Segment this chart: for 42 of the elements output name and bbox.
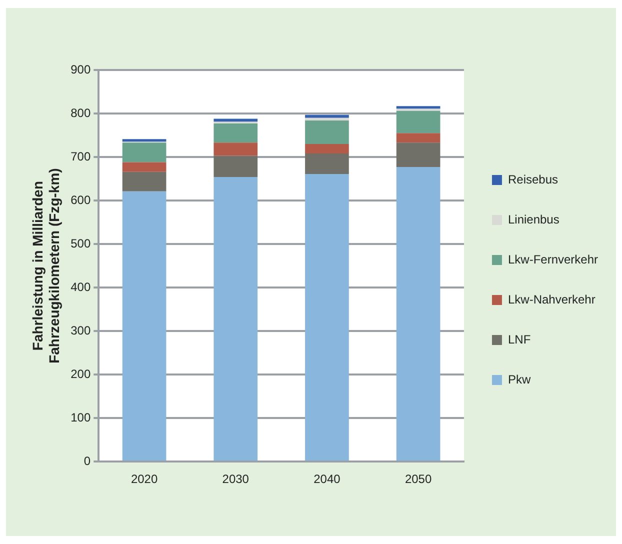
y-tick-label: 300 [70, 323, 91, 338]
y-tick-label: 500 [70, 236, 91, 250]
bar [396, 142, 440, 168]
bar [305, 114, 349, 118]
bar [214, 118, 258, 122]
legend-label: Linienbus [508, 212, 560, 226]
bar [214, 156, 258, 178]
legend-label: Pkw [508, 372, 531, 386]
y-tick-label: 600 [70, 192, 91, 207]
y-tick-label: 700 [70, 149, 91, 164]
legend-label: Lkw-Nahverkehr [508, 292, 596, 306]
bar [122, 172, 166, 192]
bar [305, 118, 349, 120]
y-tick-label: 800 [70, 106, 91, 120]
y-tick-label: 100 [70, 410, 91, 424]
bar [396, 110, 440, 134]
bar [396, 167, 440, 461]
y-tick-label: 400 [70, 280, 91, 294]
x-tick-label: 2030 [222, 472, 250, 486]
legend-label: Lkw-Fernverkehr [508, 252, 598, 266]
y-tick-label: 0 [84, 454, 91, 468]
bar [122, 162, 166, 172]
bar [122, 139, 166, 142]
x-tick-label: 2040 [314, 472, 341, 486]
bar [305, 154, 349, 174]
legend-label: LNF [508, 332, 531, 346]
legend-label: Reisebus [508, 172, 558, 186]
bar [396, 133, 440, 143]
bar [214, 177, 258, 461]
y-tick-label: 900 [70, 62, 91, 76]
bar [122, 191, 166, 461]
bar [122, 142, 166, 162]
bar [305, 144, 349, 154]
y-axis-title: Fahrleistung in Milliarden Fahrzeugkilometern (Fzg-km) [29, 168, 62, 364]
y-tick-label: 200 [70, 366, 91, 381]
bar [305, 120, 349, 144]
bar [214, 142, 258, 156]
bar [214, 124, 258, 143]
x-tick-label: 2050 [404, 472, 432, 486]
x-tick-label: 2020 [130, 472, 158, 486]
bar [396, 106, 440, 109]
bar [305, 174, 349, 461]
